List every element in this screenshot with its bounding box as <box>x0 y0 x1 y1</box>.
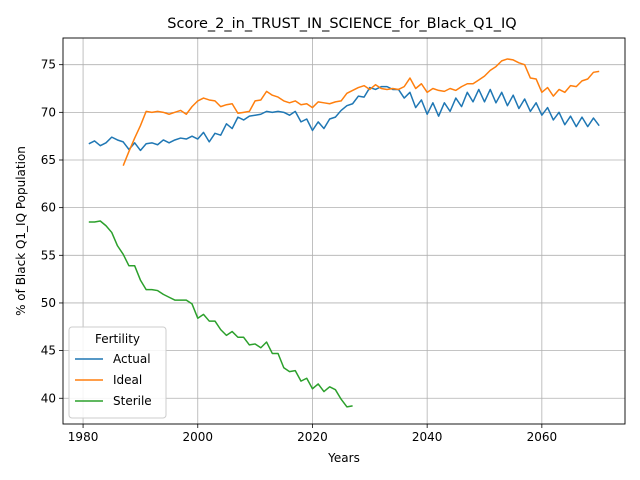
axis-ticks: 1980 2000 2020 2040 2060 40 45 50 55 60 65 70 75 <box>41 58 557 444</box>
grid <box>63 38 625 424</box>
chart-title: Score_2_in_TRUST_IN_SCIENCE_for_Black_Q1… <box>167 16 516 32</box>
x-tick-label: 2060 <box>527 430 558 444</box>
legend-title: Fertility <box>95 332 140 346</box>
x-axis-title: Years <box>327 451 360 465</box>
y-tick-label: 75 <box>41 58 56 72</box>
y-tick-label: 45 <box>41 344 56 358</box>
series-line-ideal <box>122 58 600 166</box>
y-tick-label: 60 <box>41 201 56 215</box>
y-tick-label: 65 <box>41 153 56 167</box>
legend-label-ideal: Ideal <box>113 373 142 387</box>
x-tick-label: 2040 <box>412 430 443 444</box>
x-tick-label: 2020 <box>297 430 328 444</box>
legend: Fertility Actual Ideal Sterile <box>68 326 167 419</box>
y-tick-label: 40 <box>41 391 56 405</box>
series-line-actual <box>88 85 600 152</box>
x-tick-label: 1980 <box>68 430 99 444</box>
legend-box <box>68 326 167 419</box>
x-tick-label: 2000 <box>182 430 213 444</box>
series-lines <box>88 58 600 408</box>
series-line-sterile <box>88 220 353 408</box>
legend-label-actual: Actual <box>113 352 151 366</box>
y-tick-label: 55 <box>41 248 56 262</box>
legend-label-sterile: Sterile <box>113 394 152 408</box>
y-tick-label: 50 <box>41 296 56 310</box>
y-tick-label: 70 <box>41 105 56 119</box>
y-axis-title: % of Black Q1_IQ Population <box>14 146 28 316</box>
plot-frame <box>62 37 626 425</box>
